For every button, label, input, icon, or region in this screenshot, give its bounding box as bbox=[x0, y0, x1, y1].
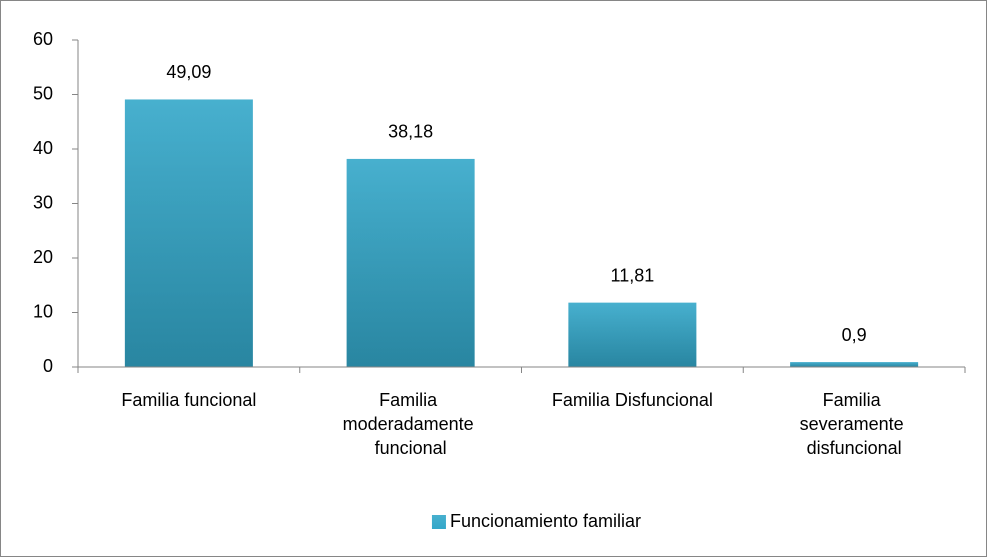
y-tick-label: 10 bbox=[33, 301, 53, 321]
x-tick-label: Familia funcional bbox=[121, 390, 256, 410]
bar bbox=[346, 158, 475, 367]
x-tick-label: Familia Disfuncional bbox=[552, 390, 713, 410]
legend-label: Funcionamiento familiar bbox=[450, 511, 641, 531]
bar bbox=[568, 302, 697, 367]
y-tick-label: 30 bbox=[33, 192, 53, 212]
y-tick-label: 60 bbox=[33, 29, 53, 49]
y-tick-label: 50 bbox=[33, 83, 53, 103]
bar bbox=[790, 362, 919, 367]
data-label: 49,09 bbox=[166, 62, 211, 82]
data-label: 0,9 bbox=[842, 325, 867, 345]
data-label: 38,18 bbox=[388, 122, 433, 142]
x-tick-label: Familia severamente disfuncional bbox=[800, 390, 909, 458]
data-label: 11,81 bbox=[611, 265, 655, 285]
y-tick-label: 20 bbox=[33, 247, 53, 267]
bar bbox=[124, 99, 253, 367]
legend-swatch bbox=[431, 515, 446, 529]
y-tick-label: 40 bbox=[33, 138, 53, 158]
x-tick-label: Familia moderadamente funcional bbox=[343, 390, 479, 458]
y-tick-label: 0 bbox=[43, 356, 53, 376]
